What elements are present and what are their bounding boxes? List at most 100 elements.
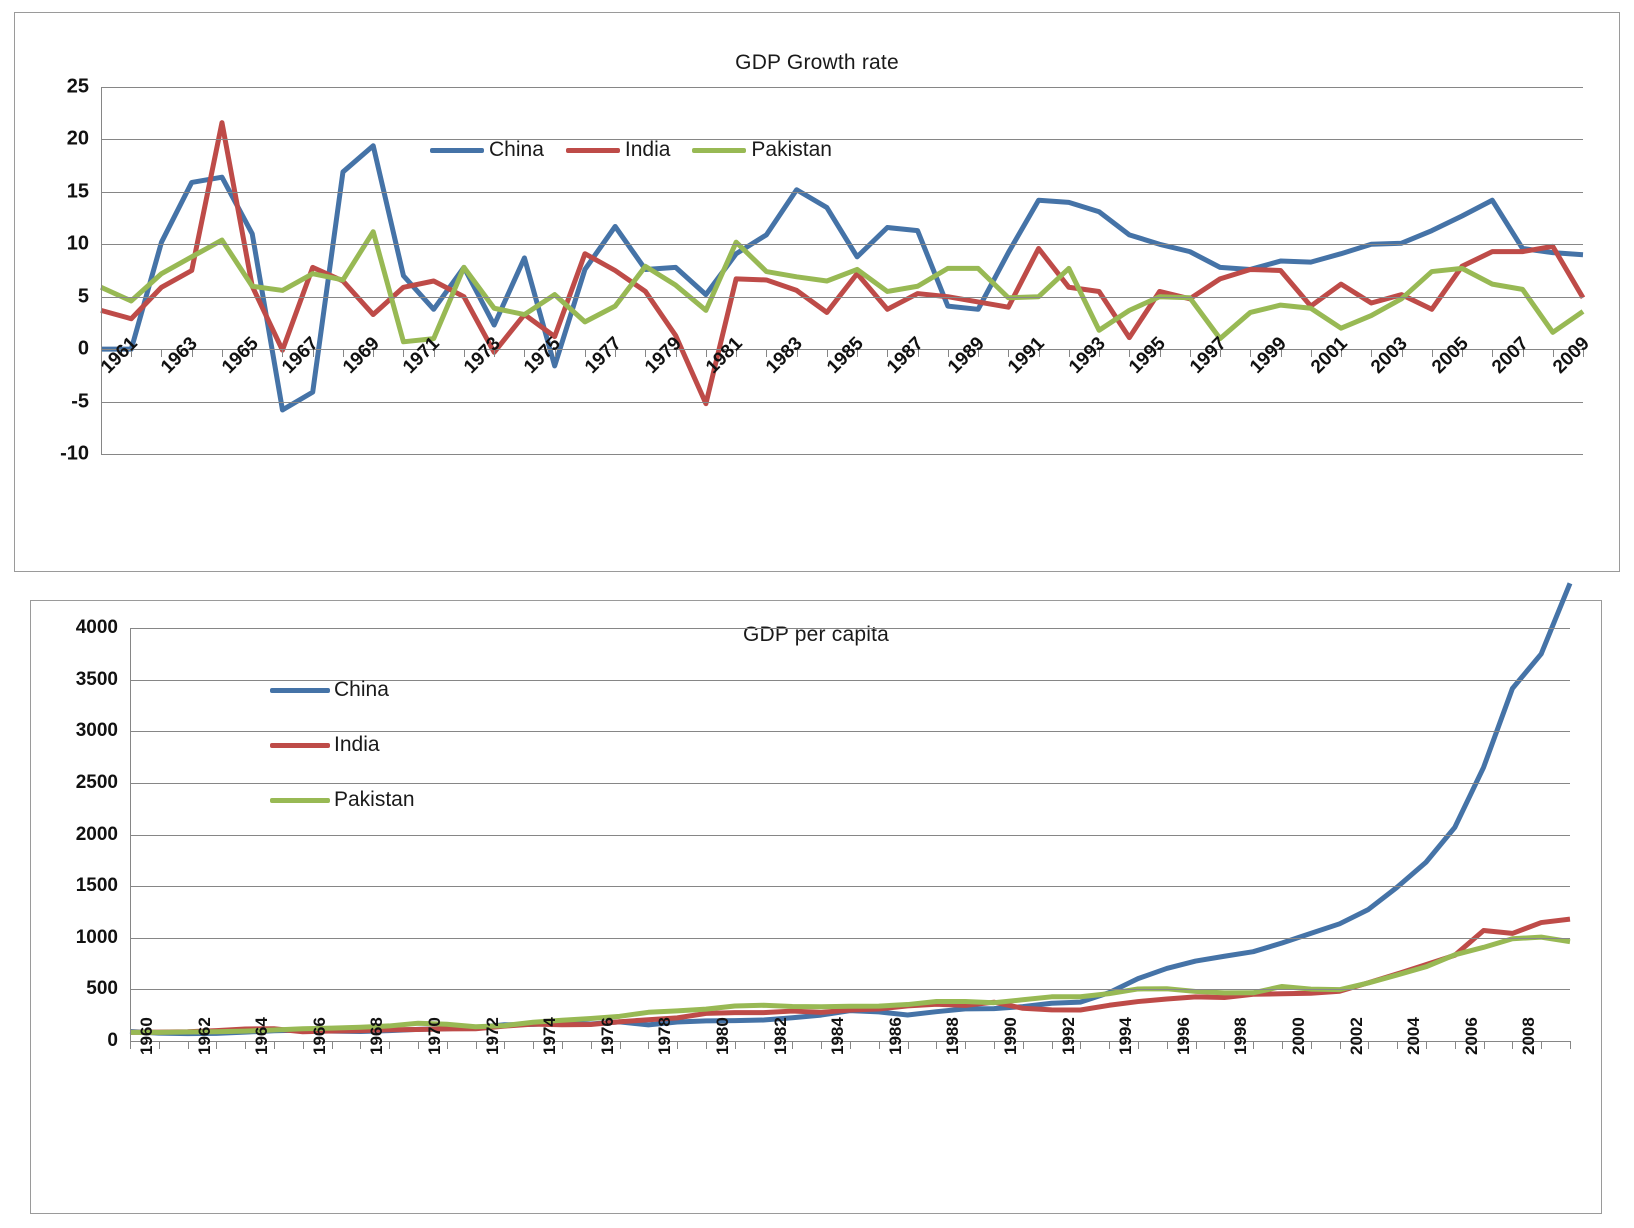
series-line-china <box>101 143 1584 413</box>
x-axis-tick <box>331 1041 333 1049</box>
legend-swatch-icon <box>270 797 330 803</box>
series-line-pakistan <box>99 229 1585 345</box>
x-axis-tick <box>360 1041 362 1049</box>
legend-item-india[interactable]: India <box>565 138 671 162</box>
x-axis-tick <box>792 1041 794 1049</box>
legend-swatch-icon <box>430 147 484 153</box>
y-axis-label: 5 <box>77 285 89 308</box>
x-axis-tick <box>615 349 617 358</box>
x-axis-label: 1962 <box>194 1017 214 1055</box>
x-axis-tick <box>131 349 133 358</box>
x-axis-tick <box>1552 349 1554 358</box>
x-axis-tick <box>1426 1041 1427 1049</box>
x-axis-tick <box>1220 349 1222 358</box>
x-axis-tick <box>463 349 465 358</box>
x-axis-tick <box>1250 349 1252 358</box>
x-axis-tick <box>1129 349 1131 358</box>
legend-label: Pakistan <box>334 788 415 811</box>
legend-swatch-icon <box>565 147 620 153</box>
gridline <box>101 349 1583 351</box>
x-axis-tick <box>706 1041 707 1049</box>
x-axis-tick <box>1138 1041 1139 1049</box>
x-axis-tick <box>1583 349 1584 358</box>
y-axis-label: 10 <box>66 232 89 255</box>
y-axis-label: 20 <box>66 127 89 150</box>
legend-swatch-icon <box>270 742 330 748</box>
chart2-plot-area: 4000 3500 3000 2500 2000 1500 1000 500 0 1960 1962… <box>76 582 1573 1055</box>
x-axis-label: 2000 <box>1289 1017 1308 1055</box>
x-axis-label: 1998 <box>1231 1017 1251 1055</box>
x-axis-tick <box>734 1041 736 1049</box>
x-axis-tick <box>590 1041 592 1049</box>
gridline <box>101 296 1583 298</box>
x-axis-tick <box>907 1041 909 1049</box>
x-axis-tick <box>1341 349 1343 358</box>
gridline <box>130 679 1570 681</box>
x-axis-tick <box>1195 1041 1197 1049</box>
chart1-legend: China India Pakistan <box>430 138 854 162</box>
x-axis-tick <box>562 1041 563 1049</box>
x-axis-label: 1968 <box>367 1017 387 1055</box>
x-axis-tick <box>821 1041 823 1049</box>
x-axis-tick <box>433 349 435 358</box>
legend-item-china[interactable]: China <box>430 138 544 162</box>
x-axis-tick <box>1570 1041 1571 1049</box>
x-axis-tick <box>504 1041 506 1049</box>
legend-label: India <box>624 138 671 161</box>
x-axis-tick <box>1189 349 1191 358</box>
x-axis-tick <box>475 1041 477 1049</box>
legend-item-india[interactable]: India <box>270 733 415 757</box>
x-axis-tick <box>1282 1041 1283 1049</box>
x-axis-tick <box>1541 1041 1543 1049</box>
x-axis-tick <box>675 349 677 358</box>
x-axis-tick <box>373 349 375 358</box>
x-axis-label: 1966 <box>309 1017 329 1055</box>
x-axis-tick <box>216 1041 218 1049</box>
x-axis-tick <box>1038 349 1040 358</box>
x-axis-tick <box>161 349 163 358</box>
x-axis-label: 2002 <box>1346 1017 1366 1055</box>
x-axis-tick <box>533 1041 535 1049</box>
x-axis-tick <box>677 1041 679 1049</box>
x-axis-tick <box>1431 349 1433 358</box>
x-axis-tick <box>1310 349 1312 358</box>
x-axis-tick <box>1397 1041 1399 1049</box>
legend-item-china[interactable]: China <box>270 678 415 702</box>
legend-label: China <box>489 138 544 161</box>
x-axis-tick <box>418 1041 419 1049</box>
x-axis-label: 1974 <box>540 1017 560 1055</box>
x-axis-tick <box>130 1041 131 1049</box>
x-axis-tick <box>1159 349 1161 358</box>
x-axis-tick <box>1492 349 1494 358</box>
x-axis-tick <box>221 349 223 358</box>
legend-item-pakistan[interactable]: Pakistan <box>270 788 415 812</box>
x-axis-tick <box>1512 1041 1514 1049</box>
x-axis-label: 1986 <box>885 1017 905 1055</box>
x-axis-tick <box>584 349 586 358</box>
x-axis-tick <box>1371 349 1373 358</box>
chart1-title: GDP Growth rate <box>735 51 899 74</box>
x-axis-label: 1994 <box>1116 1017 1136 1055</box>
x-axis-tick <box>524 349 526 358</box>
x-axis-tick <box>1008 349 1010 358</box>
x-axis-tick <box>191 349 193 358</box>
y-axis-label: 2500 <box>75 771 118 793</box>
y-axis-label: 2000 <box>75 823 118 845</box>
gridline <box>130 937 1570 939</box>
x-axis-label: 1988 <box>943 1017 963 1055</box>
x-axis-label: 1996 <box>1173 1017 1193 1055</box>
x-axis-tick <box>947 349 949 358</box>
x-axis-tick <box>1280 349 1282 358</box>
x-axis-tick <box>252 349 254 358</box>
x-axis-tick <box>763 1041 765 1049</box>
x-axis-tick <box>619 1041 621 1049</box>
legend-swatch-icon <box>270 687 330 693</box>
x-axis-tick <box>1051 1041 1053 1049</box>
x-axis-label: 1982 <box>770 1017 790 1055</box>
legend-item-pakistan[interactable]: Pakistan <box>692 138 832 162</box>
gridline <box>130 886 1570 888</box>
x-axis-tick <box>1368 1041 1370 1049</box>
x-axis-tick <box>342 349 344 358</box>
x-axis-tick <box>1253 1041 1255 1049</box>
y-axis-label: 1000 <box>75 926 118 948</box>
